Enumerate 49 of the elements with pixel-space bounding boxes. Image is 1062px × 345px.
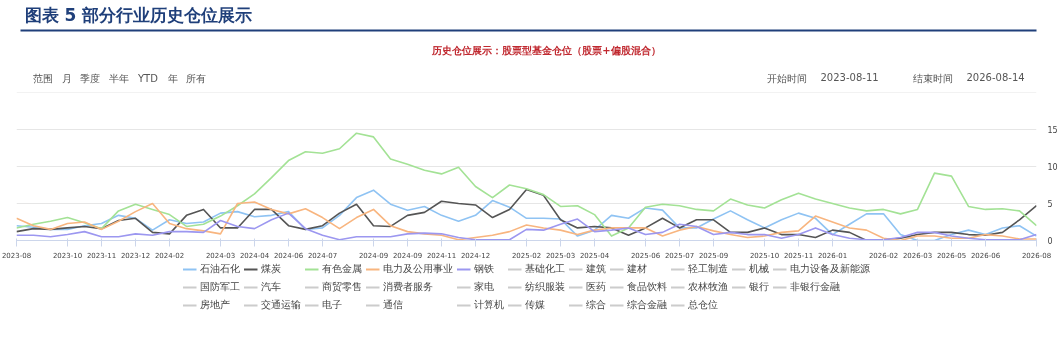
text: 所有: [186, 72, 207, 84]
text: 月: [61, 72, 72, 84]
chart-title: 图表 5 部分行业历史仓位展示: [24, 4, 253, 25]
text: 年: [167, 72, 178, 84]
text: 季度: [80, 72, 100, 84]
text: 农林牧渔: [687, 280, 728, 294]
text: 结束时间: [912, 72, 953, 84]
text: 2023-08-11: [820, 71, 879, 83]
y-tick-label: 15: [1047, 126, 1058, 135]
text: 房地产: [199, 298, 230, 312]
y-tick-label: 0: [1047, 237, 1053, 246]
text: 汽车: [260, 280, 281, 294]
text: 传媒: [524, 298, 545, 312]
text: 商贸零售: [321, 280, 362, 294]
chart-subtitle: 历史仓位展示：股票型基金仓位（股票+偏股混合）: [431, 44, 661, 56]
text: 交通运输: [260, 298, 301, 312]
text: 电子: [321, 298, 342, 312]
text: 医药: [585, 280, 606, 294]
text: 范围: [32, 72, 53, 84]
text: 计算机: [473, 298, 504, 312]
text: 综合金融: [626, 298, 667, 312]
text: YTD: [137, 72, 159, 84]
legend-label: 电力及公用事业: [382, 262, 453, 276]
text: 基础化工: [524, 262, 565, 276]
text: 家电: [473, 280, 494, 294]
text: 纺织服装: [524, 280, 565, 294]
legend-label: 石油石化: [199, 262, 240, 276]
text: 总仓位: [687, 298, 718, 312]
legend-label: 煤炭: [260, 262, 281, 276]
text: 非银行金融: [789, 280, 840, 294]
text: 消费者服务: [382, 280, 433, 294]
text: 2026-08-14: [966, 71, 1025, 83]
y-tick-label: 5: [1047, 200, 1053, 209]
legend-label: 有色金属: [321, 262, 362, 276]
legend-label: 钢铁: [473, 262, 494, 276]
text: 建筑: [585, 262, 606, 276]
text: 综合: [585, 298, 606, 312]
text: 建材: [626, 262, 647, 276]
text: 食品饮料: [626, 280, 667, 294]
text: 通信: [382, 298, 403, 312]
text: 机械: [748, 262, 769, 276]
text: 半年: [109, 72, 129, 84]
text: 开始时间: [766, 72, 807, 84]
line-series: [16, 132, 1037, 237]
text: 银行: [748, 280, 769, 294]
text: 轻工制造: [687, 262, 728, 276]
text: 电力设备及新能源: [789, 262, 870, 276]
y-tick-label: 10: [1047, 163, 1058, 172]
text: 国防军工: [199, 280, 240, 294]
